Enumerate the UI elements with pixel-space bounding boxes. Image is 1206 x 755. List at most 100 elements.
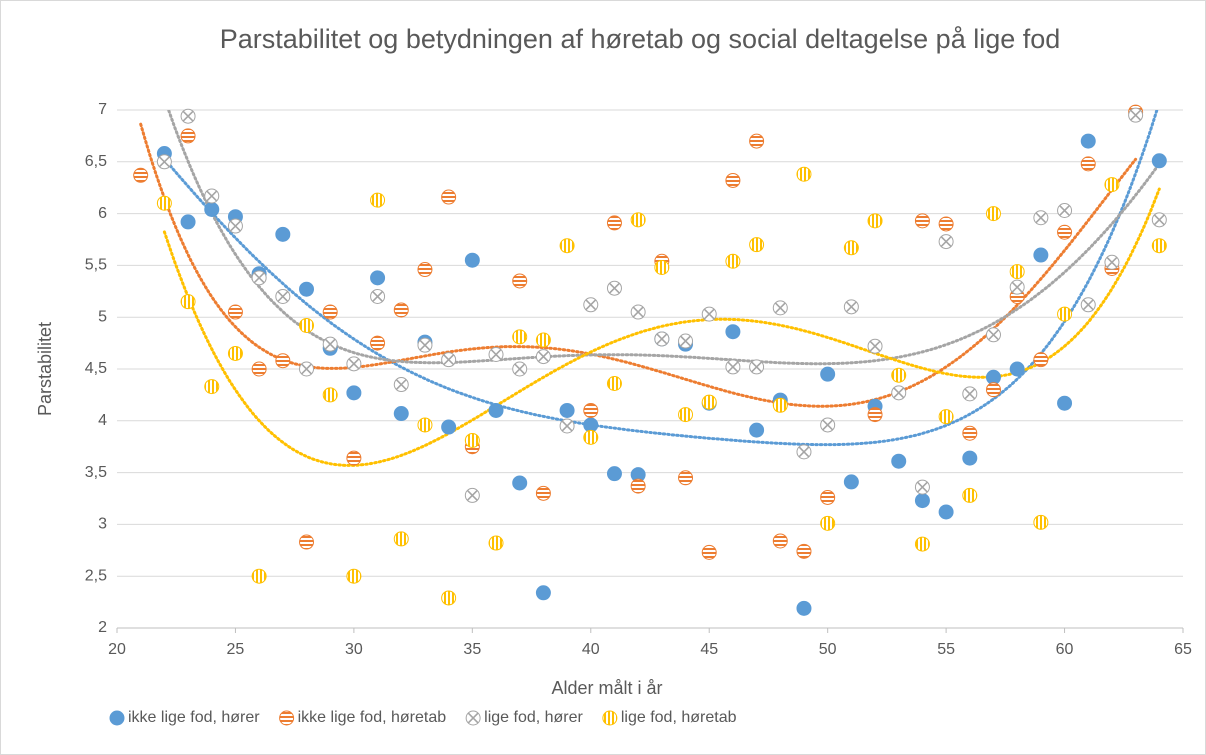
point [914, 493, 930, 509]
point [962, 487, 978, 503]
point [1057, 202, 1073, 218]
point [275, 226, 291, 242]
point [725, 172, 741, 188]
point [962, 425, 978, 441]
point [535, 332, 551, 348]
point [1151, 238, 1167, 254]
point [1080, 156, 1096, 172]
point [1128, 107, 1144, 123]
point [1104, 177, 1120, 193]
point [535, 485, 551, 501]
point [1033, 352, 1049, 368]
point [299, 534, 315, 550]
point [749, 422, 765, 438]
point [914, 536, 930, 552]
point [559, 402, 575, 418]
point [204, 188, 220, 204]
point [417, 337, 433, 353]
point [654, 331, 670, 347]
point [393, 406, 409, 422]
point [796, 543, 812, 559]
point [464, 432, 480, 448]
point [630, 212, 646, 228]
point [204, 201, 220, 217]
point [678, 333, 694, 349]
point [346, 568, 362, 584]
point [985, 382, 1001, 398]
point [180, 128, 196, 144]
y-axis-title: Parstabilitet [35, 322, 55, 416]
point [464, 252, 480, 268]
point [962, 450, 978, 466]
y-tick-label: 6 [98, 205, 107, 222]
y-tick-label: 4 [98, 412, 107, 429]
y-tick-label: 5 [98, 308, 107, 325]
point [843, 299, 859, 315]
point [701, 394, 717, 410]
point [678, 407, 694, 423]
point [180, 214, 196, 230]
point [606, 215, 622, 231]
legend-marker [109, 710, 125, 726]
point [867, 213, 883, 229]
point [180, 294, 196, 310]
x-tick-label: 65 [1174, 641, 1192, 658]
point [559, 238, 575, 254]
x-tick-label: 45 [700, 641, 718, 658]
point [227, 304, 243, 320]
point [1151, 153, 1167, 169]
point [891, 453, 907, 469]
point [227, 345, 243, 361]
point [299, 281, 315, 297]
x-tick-label: 35 [463, 641, 481, 658]
point [535, 585, 551, 601]
legend-label: ikke lige fod, hører [128, 709, 260, 726]
point [441, 590, 457, 606]
y-tick-label: 3,5 [85, 464, 107, 481]
point [1009, 361, 1025, 377]
point [1057, 306, 1073, 322]
point [725, 253, 741, 269]
point [346, 385, 362, 401]
point [820, 417, 836, 433]
x-tick-label: 60 [1056, 641, 1074, 658]
point [985, 206, 1001, 222]
point [1104, 254, 1120, 270]
legend-label: ikke lige fod, høretab [298, 709, 447, 726]
point [606, 376, 622, 392]
legend-label: lige fod, hører [484, 709, 583, 726]
point [678, 470, 694, 486]
point [914, 479, 930, 495]
point [749, 133, 765, 149]
point [772, 533, 788, 549]
point [275, 288, 291, 304]
point [630, 478, 646, 494]
x-axis-title: Alder målt i år [551, 678, 662, 698]
y-tick-label: 7 [98, 101, 107, 118]
point [843, 240, 859, 256]
point [985, 369, 1001, 385]
point [156, 154, 172, 170]
legend-marker [602, 710, 618, 726]
point [535, 349, 551, 365]
point [251, 568, 267, 584]
point [749, 359, 765, 375]
point [275, 353, 291, 369]
point [180, 108, 196, 124]
y-tick-label: 4,5 [85, 360, 107, 377]
point [796, 166, 812, 182]
point [843, 474, 859, 490]
point [583, 297, 599, 313]
point [914, 213, 930, 229]
point [512, 329, 528, 345]
point [417, 417, 433, 433]
point [370, 270, 386, 286]
point [725, 359, 741, 375]
point [488, 346, 504, 362]
point [1033, 514, 1049, 530]
point [820, 366, 836, 382]
legend-marker [279, 710, 295, 726]
point [583, 402, 599, 418]
